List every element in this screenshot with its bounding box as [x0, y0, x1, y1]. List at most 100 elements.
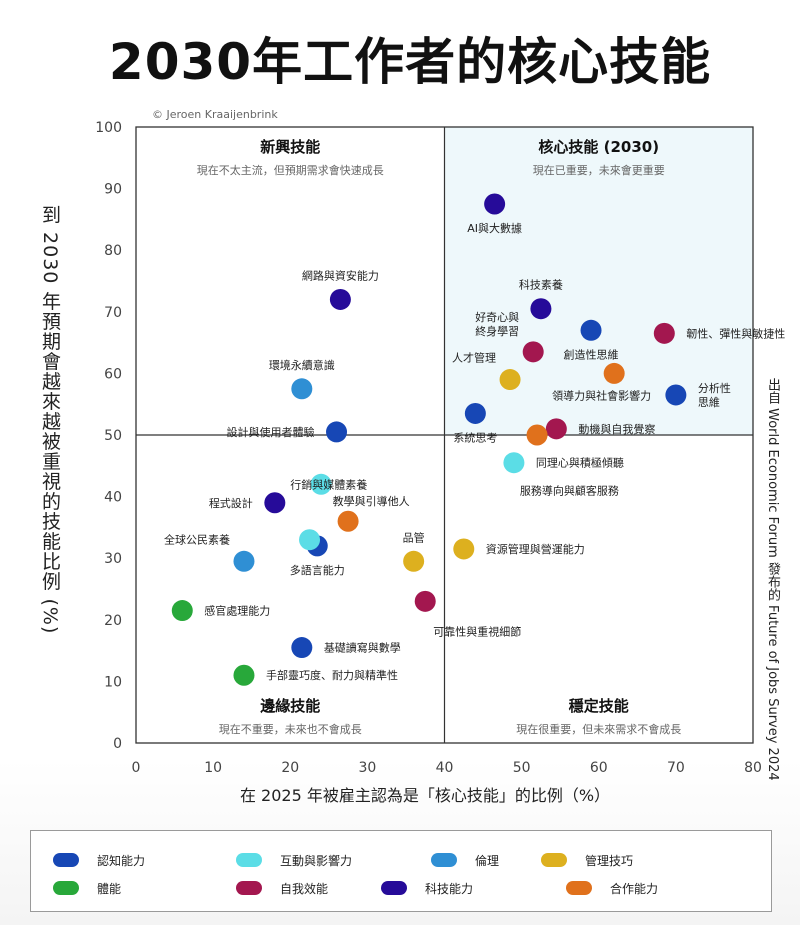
x-tick-label: 60: [590, 760, 608, 776]
copyright: © Jeroen Kraaijenbrink: [152, 108, 278, 121]
data-point: [299, 529, 321, 551]
quadrant-title: 新興技能: [260, 138, 320, 156]
data-point: [580, 319, 602, 341]
source-note: 出自 World Economic Forum 發布的 Future of Jo…: [765, 378, 780, 781]
quadrant-desc: 現在不太主流，但預期需求會快速成長: [197, 163, 384, 177]
legend-swatch: [236, 881, 262, 895]
quadrant-title: 邊緣技能: [260, 697, 320, 715]
point-label: 資源管理與營運能力: [486, 542, 585, 556]
legend-label: 科技能力: [425, 881, 474, 896]
legend-swatch: [566, 881, 592, 895]
point-label: 網路與資安能力: [302, 268, 379, 282]
y-tick-label: 80: [104, 243, 122, 259]
y-tick-label: 100: [95, 120, 122, 136]
point-label: 領導力與社會影響力: [552, 388, 651, 402]
data-point: [171, 600, 193, 622]
point-label: 服務導向與顧客服務: [520, 484, 619, 498]
data-point: [526, 424, 548, 446]
data-point: [665, 384, 687, 406]
legend: 認知能力 互動與影響力 倫理 管理技巧體能 自我效能 科技能力 合作能力: [30, 830, 772, 912]
point-label: 環境永續意識: [269, 358, 335, 372]
legend-item-cognitive: 認知能力: [53, 849, 145, 871]
point-label: 思維: [698, 396, 720, 409]
data-point: [453, 538, 475, 560]
point-label: 韌性、彈性與敏捷性: [686, 326, 785, 340]
legend-item-physical: 體能: [53, 877, 121, 899]
point-label: 人才管理: [452, 351, 496, 365]
point-label: 科技素養: [519, 278, 563, 292]
legend-item-tech: 科技能力: [381, 877, 473, 899]
point-label: 動機與自我覺察: [578, 422, 655, 436]
data-point: [522, 341, 544, 363]
data-point: [326, 421, 348, 443]
data-point: [291, 378, 313, 400]
data-point: [545, 418, 567, 440]
x-tick-label: 80: [744, 760, 762, 776]
data-point: [603, 362, 625, 384]
point-label: 品管: [403, 530, 425, 544]
data-point: [653, 322, 675, 344]
legend-swatch: [381, 881, 407, 895]
y-tick-label: 90: [104, 182, 122, 198]
point-label: 分析性: [698, 381, 731, 395]
legend-label: 體能: [97, 881, 122, 896]
data-point: [403, 550, 425, 572]
point-label: 設計與使用者體驗: [227, 425, 315, 439]
legend-item-ethics: 倫理: [431, 849, 499, 871]
point-label: 感官處理能力: [204, 604, 270, 618]
data-point: [414, 590, 436, 612]
legend-label: 認知能力: [97, 853, 146, 868]
x-tick-label: 10: [204, 760, 222, 776]
legend-swatch: [236, 853, 262, 867]
data-point: [484, 193, 506, 215]
data-point: [503, 452, 525, 474]
quadrant-title: 核心技能 (2030): [538, 138, 659, 156]
point-label: 多語言能力: [290, 563, 345, 577]
quadrant-desc: 現在不重要，未來也不會成長: [219, 722, 362, 736]
legend-label: 自我效能: [280, 881, 329, 896]
y-tick-label: 40: [104, 490, 122, 506]
data-point: [233, 550, 255, 572]
legend-swatch: [431, 853, 457, 867]
page-title: 2030年工作者的核心技能: [108, 33, 712, 91]
point-label: 創造性思維: [564, 347, 619, 361]
data-point: [310, 473, 332, 495]
x-tick-label: 30: [358, 760, 376, 776]
legend-label: 管理技巧: [585, 853, 634, 868]
point-label: AI與大數據: [467, 221, 522, 235]
x-tick-label: 40: [436, 760, 454, 776]
legend-item-management: 管理技巧: [541, 849, 633, 871]
data-point: [264, 492, 286, 514]
y-tick-label: 70: [104, 305, 122, 321]
data-point: [329, 288, 351, 310]
legend-item-engagement: 互動與影響力: [236, 849, 352, 871]
y-tick-label: 0: [113, 736, 122, 752]
data-point: [530, 298, 552, 320]
y-axis-label: 到 2030 年預期會越來越被重視的技能比例 (%): [39, 205, 61, 635]
point-label: 程式設計: [209, 496, 253, 510]
y-tick-label: 60: [104, 366, 122, 382]
x-tick-label: 50: [513, 760, 531, 776]
y-tick-label: 10: [104, 674, 122, 690]
legend-label: 合作能力: [610, 881, 659, 896]
point-label: 教學與引導他人: [333, 494, 410, 508]
x-axis-label: 在 2025 年被雇主認為是「核心技能」的比例（%）: [240, 786, 610, 805]
data-point: [291, 637, 313, 659]
point-label: 同理心與積極傾聽: [536, 456, 624, 470]
y-tick-label: 30: [104, 551, 122, 567]
x-tick-label: 20: [281, 760, 299, 776]
quadrant-desc: 現在已重要，未來會更重要: [533, 163, 665, 177]
legend-label: 倫理: [475, 853, 500, 868]
legend-swatch: [541, 853, 567, 867]
quadrant-title: 穩定技能: [569, 697, 629, 715]
legend-item-collab: 合作能力: [566, 877, 658, 899]
point-label: 行銷與媒體素養: [290, 477, 367, 491]
point-label: 手部靈巧度、耐力與精準性: [266, 668, 398, 682]
legend-swatch: [53, 853, 79, 867]
data-point: [499, 369, 521, 391]
point-label: 好奇心與: [475, 310, 519, 324]
quadrant-core-bg: [444, 127, 753, 435]
x-tick-label: 70: [667, 760, 685, 776]
quadrant-desc: 現在很重要，但未來需求不會成長: [516, 722, 681, 736]
